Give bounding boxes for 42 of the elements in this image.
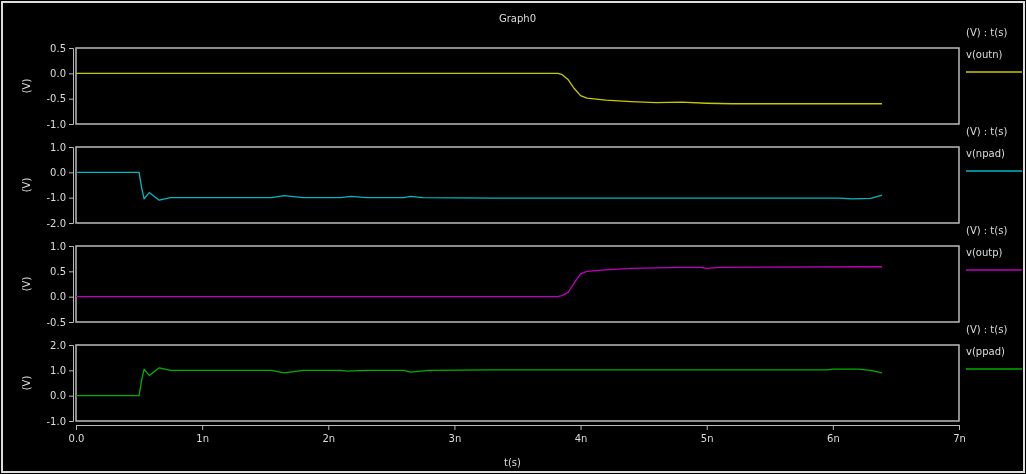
x-tick-label: 5n [700,433,714,444]
x-tick-label: 3n [448,433,462,444]
y-tick-label: -1.0 [46,118,66,130]
line-series [75,171,883,201]
line-series [75,72,883,105]
text: v(npad) [966,148,1005,159]
y-tick-label: 0.0 [50,68,66,80]
chart-title: Graph0 [498,13,537,24]
text: v(ppad) [966,346,1005,357]
y-axis-title: (V) [21,177,32,193]
text: v(outp) [966,247,1003,258]
y-tick-label: -2.0 [46,217,66,229]
y-tick-label: 0.0 [50,390,66,402]
y-tick-label: 0.5 [50,42,66,54]
x-tick-label: 4n [574,433,588,444]
x-axis-title: t(s) [504,457,522,468]
y-tick-label: 1.0 [50,141,66,153]
legend-title: (V) : t(s) [966,225,1008,236]
x-tick-label: 7n [953,433,966,444]
y-tick-label: -0.5 [46,316,66,328]
legend-title: (V) : t(s) [966,126,1008,137]
x-tick-label: 1n [196,433,209,444]
line-series [75,266,883,298]
line-series [75,367,883,397]
y-tick-label: 0.0 [50,167,66,179]
legend-title: (V) : t(s) [966,324,1008,335]
y-axis-title: (V) [21,375,32,391]
legend-title: (V) : t(s) [966,27,1008,38]
x-tick-label: 2n [322,433,336,444]
y-axis-title: (V) [21,276,32,292]
y-tick-label: 1.0 [50,365,66,377]
y-tick-label: -1.0 [46,415,66,427]
y-axis-title: (V) [21,78,32,94]
y-tick-label: 2.0 [50,339,66,351]
y-tick-label: 0.5 [50,266,66,278]
y-tick-label: -0.5 [46,93,66,105]
x-tick-label: 6n [827,433,840,444]
y-tick-label: 1.0 [50,240,66,252]
x-tick-label: 0.0 [68,433,85,444]
y-tick-label: 0.0 [50,291,66,303]
text: v(outn) [966,49,1003,60]
y-tick-label: -1.0 [46,192,66,204]
